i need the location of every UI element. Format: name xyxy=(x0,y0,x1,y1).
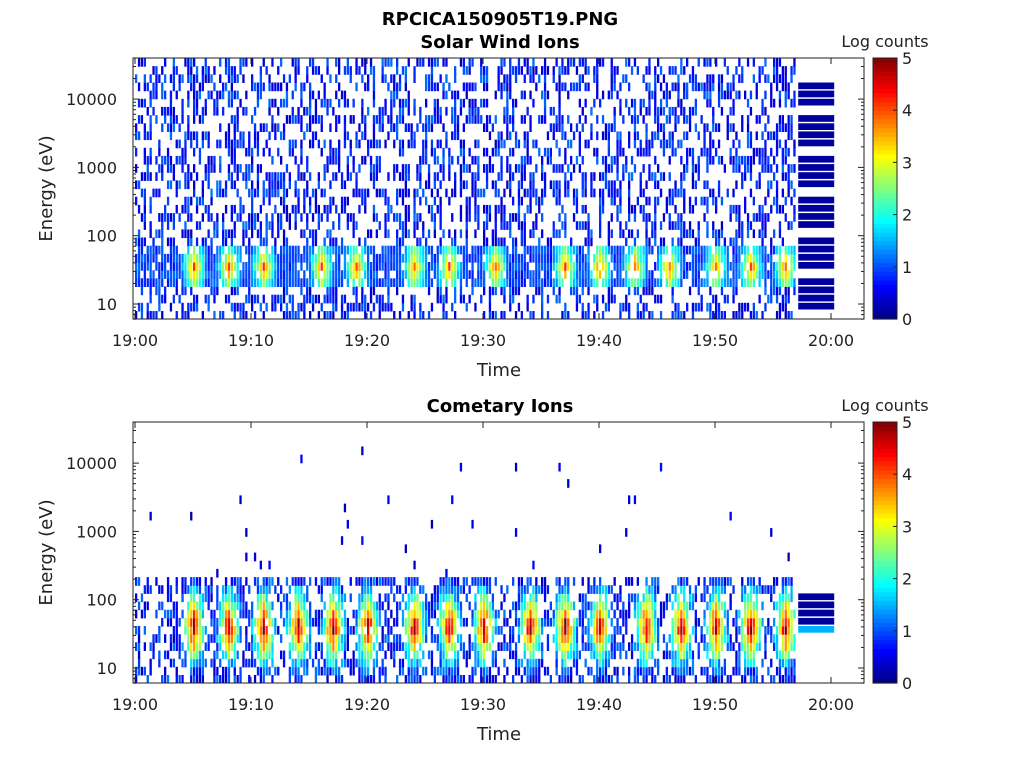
colorbar-tick-label: 3 xyxy=(902,517,912,536)
colorbar-frame xyxy=(872,57,898,320)
x-axis-label: Time xyxy=(476,724,521,745)
end-strip xyxy=(798,593,835,633)
y-tick-label: 10000 xyxy=(66,454,117,473)
y-tick-label: 10000 xyxy=(66,90,117,109)
y-tick-label: 1000 xyxy=(76,522,117,541)
colorbar-tick-label: 4 xyxy=(902,101,912,120)
panel-solar-wind-ions: 19:00 19:10 19:20 19:30 19:40 19:50 20:0010100… xyxy=(36,32,929,381)
colorbar-label: Log counts xyxy=(841,396,928,415)
y-tick-label: 1000 xyxy=(76,158,117,177)
panel-title: Cometary Ions xyxy=(427,396,574,417)
x-tick-label: 19:50 xyxy=(692,331,738,350)
y-tick-label: 100 xyxy=(86,227,117,246)
colorbar-tick-label: 5 xyxy=(902,49,912,68)
colorbar-tick-label: 2 xyxy=(902,570,912,589)
x-tick-label: 19:00 xyxy=(112,695,158,714)
colorbar-tick-label: 2 xyxy=(902,206,912,225)
x-tick-label: 19:20 xyxy=(344,695,390,714)
x-tick-label: 20:00 xyxy=(808,331,854,350)
end-strip xyxy=(798,82,835,310)
panel-cometary-ions: 19:00 19:10 19:20 19:30 19:40 19:50 20:0010100… xyxy=(36,396,929,745)
x-tick-label: 19:00 xyxy=(112,331,158,350)
x-axis-label: Time xyxy=(476,360,521,381)
colorbar-tick-label: 1 xyxy=(902,622,912,641)
x-tick-label: 19:30 xyxy=(460,331,506,350)
colorbar-frame xyxy=(872,421,898,684)
x-tick-label: 19:30 xyxy=(460,695,506,714)
y-axis-label: Energy (eV) xyxy=(36,135,57,241)
y-tick-label: 10 xyxy=(97,295,117,314)
colorbar-tick-label: 0 xyxy=(902,310,912,329)
colorbar-tick-label: 5 xyxy=(902,413,912,432)
colorbar-tick-label: 0 xyxy=(902,674,912,693)
panel-title: Solar Wind Ions xyxy=(420,32,579,53)
colorbar-tick-label: 3 xyxy=(902,153,912,172)
colorbar-label: Log counts xyxy=(841,32,928,51)
x-tick-label: 19:10 xyxy=(228,331,274,350)
heatmap-cells xyxy=(135,58,796,319)
colorbar-tick-label: 4 xyxy=(902,465,912,484)
y-tick-label: 10 xyxy=(97,659,117,678)
x-tick-label: 20:00 xyxy=(808,695,854,714)
figure-title: RPCICA150905T19.PNG xyxy=(382,9,618,30)
x-tick-label: 19:10 xyxy=(228,695,274,714)
x-tick-label: 19:50 xyxy=(692,695,738,714)
plot-frame xyxy=(132,57,865,320)
y-tick-label: 100 xyxy=(86,591,117,610)
x-tick-label: 19:40 xyxy=(576,331,622,350)
colorbar-tick-label: 1 xyxy=(902,258,912,277)
heatmap-cells xyxy=(135,446,796,683)
y-axis-label: Energy (eV) xyxy=(36,499,57,605)
x-tick-label: 19:20 xyxy=(344,331,390,350)
plot-frame xyxy=(132,421,865,684)
x-tick-label: 19:40 xyxy=(576,695,622,714)
